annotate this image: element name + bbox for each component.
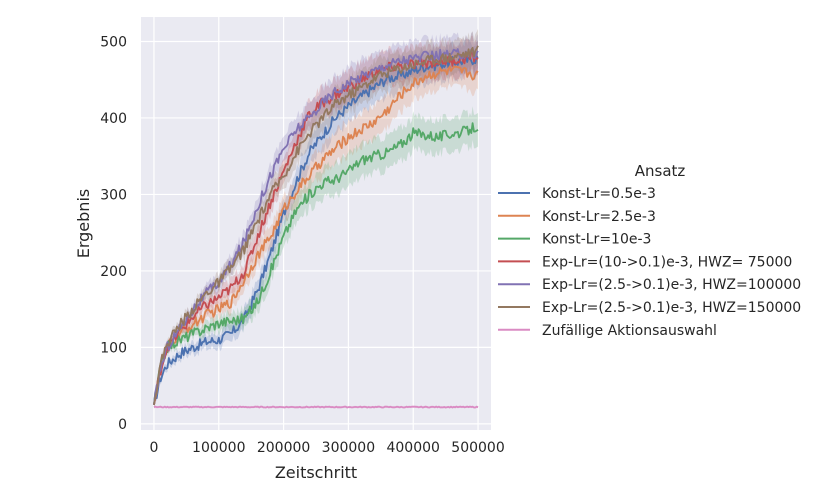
legend-title: Ansatz <box>635 162 686 180</box>
x-tick-label: 0 <box>150 440 159 456</box>
legend-label: Konst-Lr=0.5e-3 <box>542 186 656 202</box>
plot-area <box>141 17 491 430</box>
confidence-band <box>154 28 478 408</box>
legend-label: Zufällige Aktionsauswahl <box>542 323 717 339</box>
legend-label: Konst-Lr=2.5e-3 <box>542 209 656 225</box>
x-tick-label: 200000 <box>257 440 310 456</box>
legend-label: Exp-Lr=(2.5->0.1)e-3, HWZ=100000 <box>542 277 801 293</box>
x-tick-label: 100000 <box>192 440 245 456</box>
series-line <box>153 54 479 405</box>
series-line <box>153 45 479 405</box>
series-line <box>153 122 479 405</box>
confidence-band <box>154 106 478 408</box>
y-tick-label: 300 <box>100 187 127 203</box>
y-tick-label: 400 <box>100 111 127 127</box>
y-tick-label: 100 <box>100 340 127 356</box>
x-tick-label: 300000 <box>322 440 375 456</box>
legend-label: Exp-Lr=(2.5->0.1)e-3, HWZ=150000 <box>542 300 801 316</box>
x-axis-ticks: 0 100000 200000 300000 400000 500000 <box>150 440 505 456</box>
series-line <box>153 48 479 405</box>
y-tick-label: 200 <box>100 264 127 280</box>
confidence-band <box>154 38 478 408</box>
series-line <box>153 51 479 405</box>
legend-label: Konst-Lr=10e-3 <box>542 232 651 248</box>
y-axis-label: Ergebnis <box>74 189 93 258</box>
y-tick-label: 500 <box>100 34 127 50</box>
series-line <box>153 65 479 405</box>
series-line <box>153 405 479 409</box>
x-axis-label: Zeitschritt <box>275 463 357 482</box>
y-axis-ticks: 0 100 200 300 400 500 <box>100 34 127 432</box>
legend: Ansatz Konst-Lr=0.5e-3 Konst-Lr=2.5e-3 Kon… <box>498 162 801 339</box>
confidence-band <box>154 49 478 408</box>
series-lines <box>153 45 479 409</box>
legend-label: Exp-Lr=(10->0.1)e-3, HWZ= 75000 <box>542 254 792 270</box>
x-tick-label: 500000 <box>451 440 504 456</box>
y-tick-label: 0 <box>118 417 127 433</box>
x-tick-label: 400000 <box>386 440 439 456</box>
